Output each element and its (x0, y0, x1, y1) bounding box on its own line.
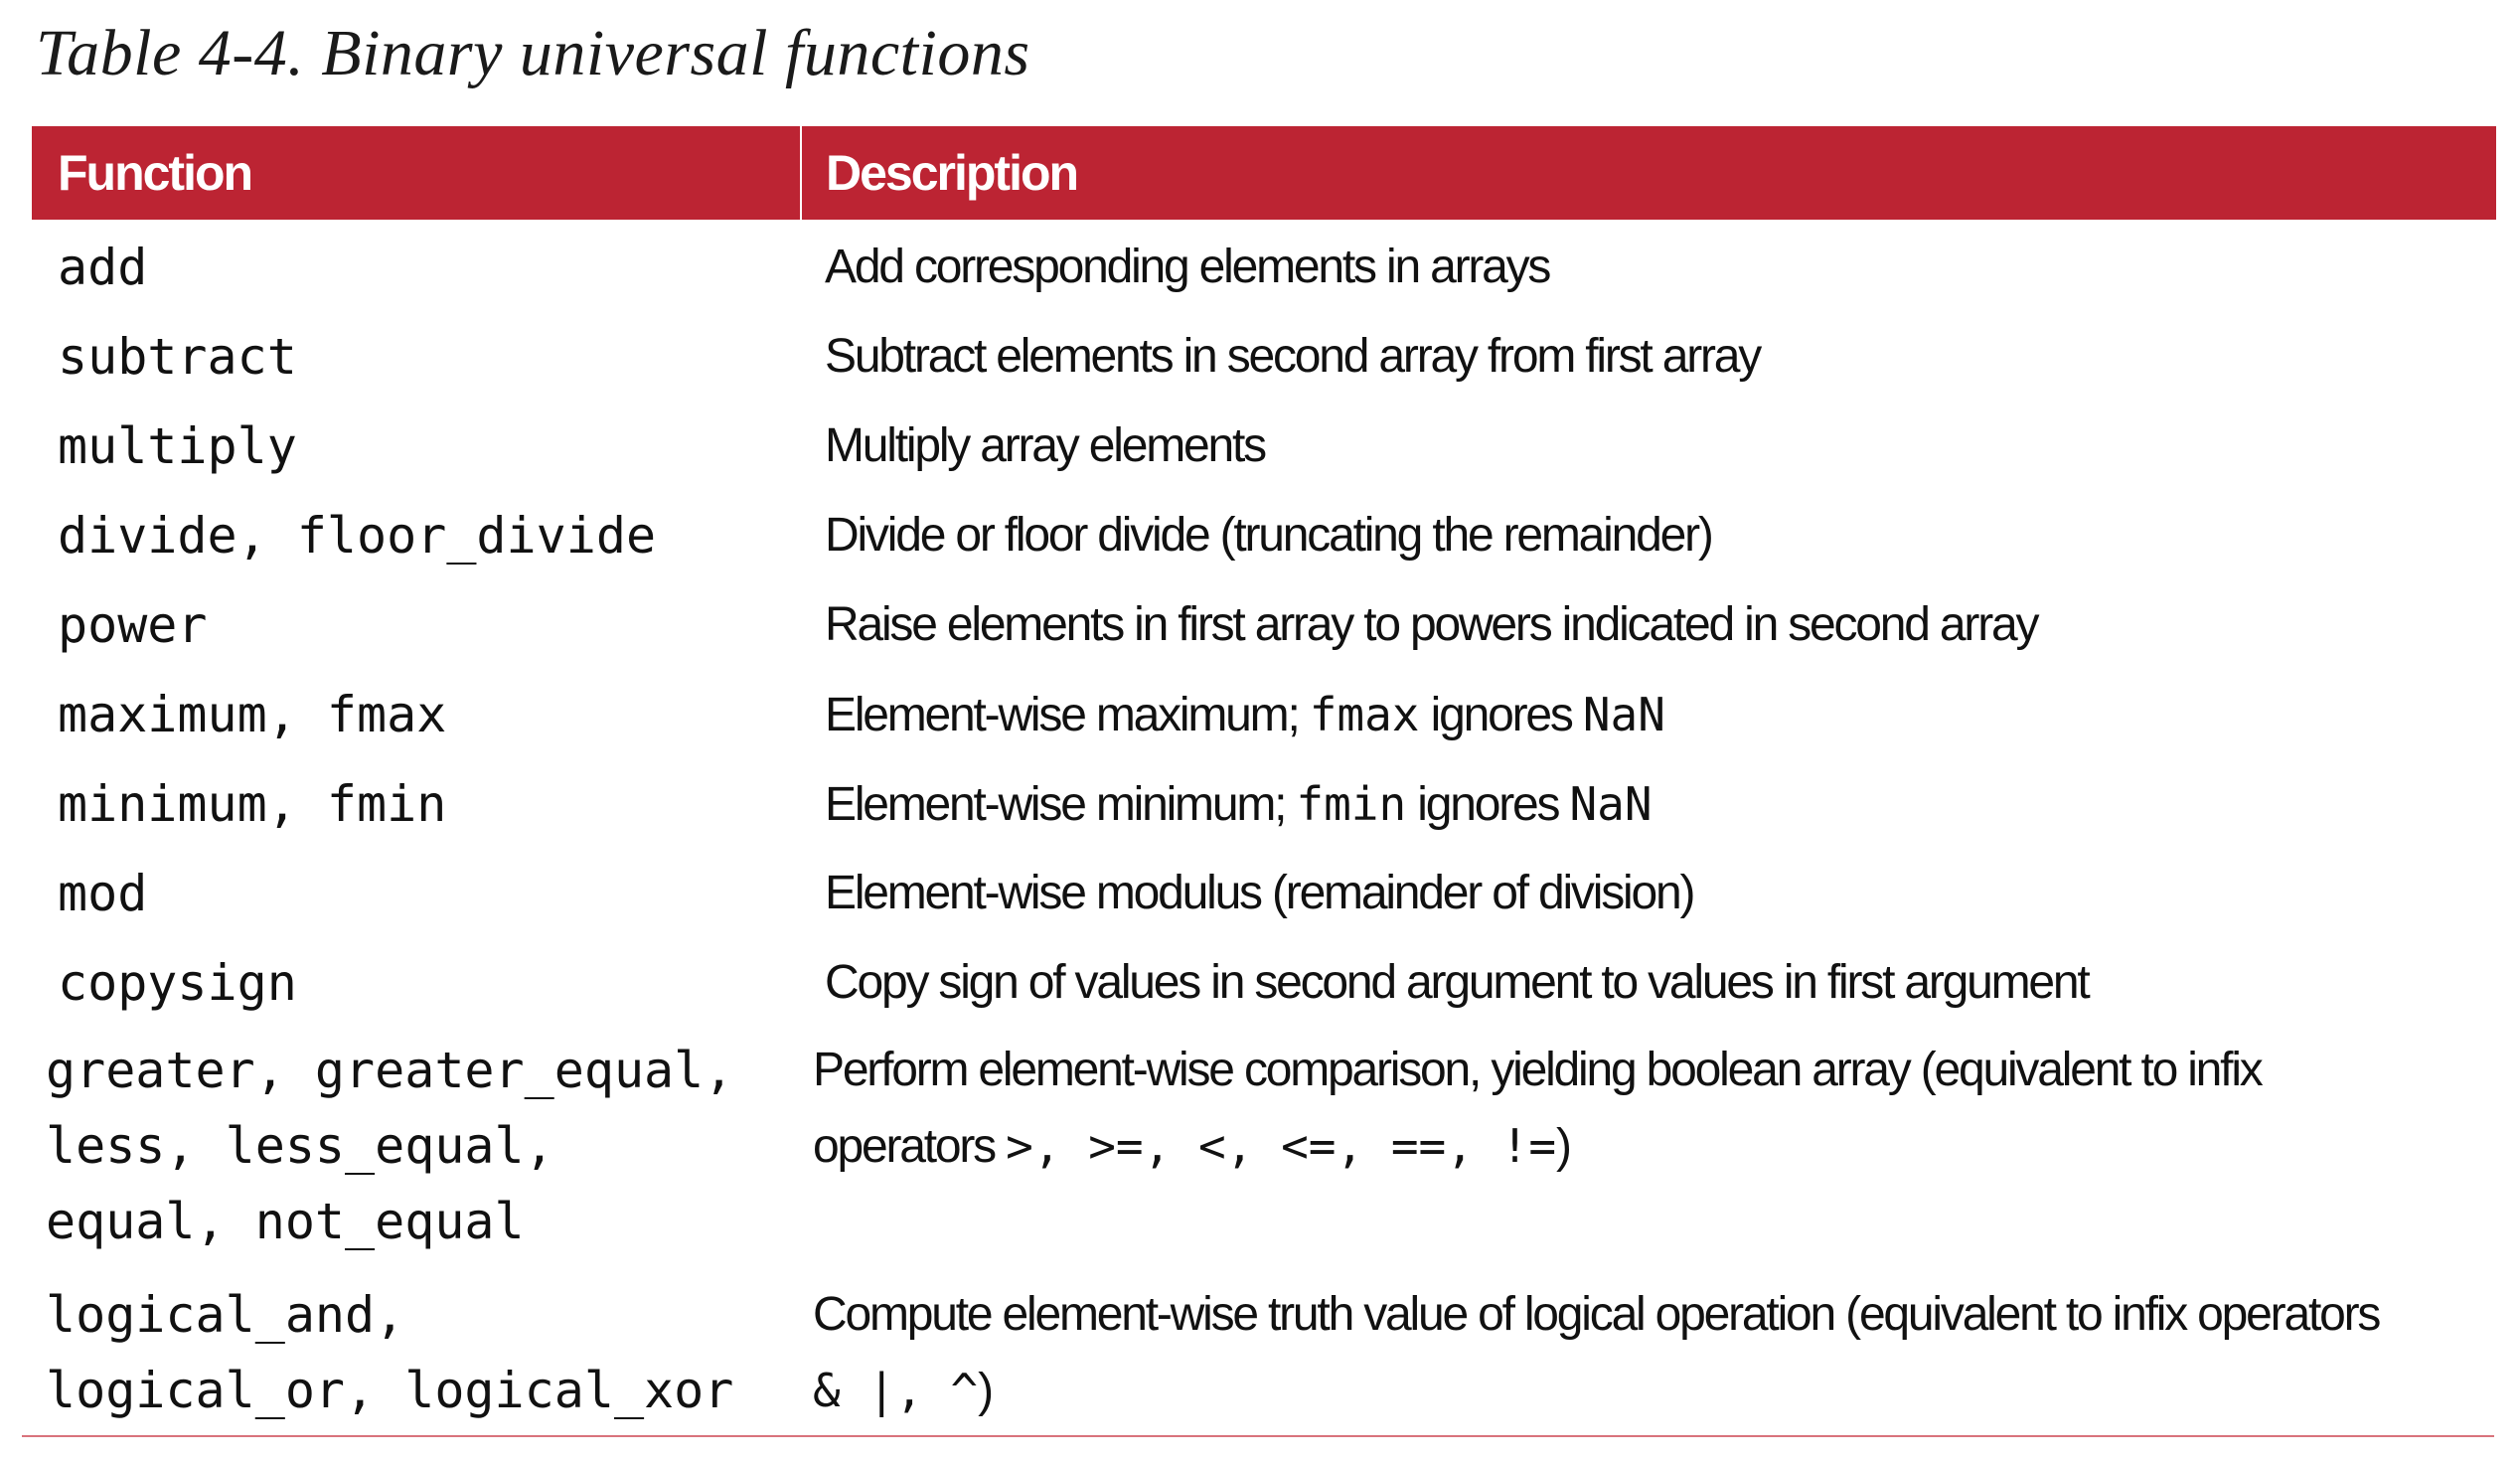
binary-ufuncs-table: Function Description add Add correspondi… (32, 126, 2496, 1439)
table-row: power Raise elements in first array to p… (32, 577, 2496, 667)
description-cell: Compute element-wise truth value of logi… (801, 1269, 2496, 1439)
description-cell: Divide or floor divide (truncating the r… (825, 509, 1714, 562)
description-text: Element-wise minimum; (825, 778, 1297, 831)
description-cell: Copy sign of values in second argument t… (825, 956, 2091, 1009)
header-row: Function Description (32, 126, 2496, 220)
description-line: Perform element-wise comparison, yieldin… (813, 1044, 2264, 1096)
inline-code: >, >=, <, <=, ==, != (1006, 1119, 1557, 1173)
function-cell: minimum, fmin (58, 775, 447, 833)
function-line: less, less_equal, (46, 1117, 554, 1175)
description-text: ) (1556, 1120, 1572, 1173)
table-bottom-rule (22, 1435, 2494, 1437)
function-cell: greater, greater_equal, less, less_equal,… (32, 1025, 801, 1269)
table-row: copysign Copy sign of values in second a… (32, 935, 2496, 1025)
description-cell: Element-wise minimum; fmin ignores NaN (801, 756, 2496, 846)
function-cell: add (58, 239, 148, 296)
description-cell: Add corresponding elements in arrays (825, 241, 1551, 293)
inline-code: NaN (1569, 777, 1653, 831)
table-row: multiply Multiply array elements (32, 399, 2496, 488)
description-cell: Subtract elements in second array from f… (825, 330, 1762, 383)
function-cell: power (58, 596, 208, 654)
table-row: subtract Subtract elements in second arr… (32, 309, 2496, 399)
table-body: add Add corresponding elements in arrays… (32, 220, 2496, 1439)
table-row: logical_and, logical_or, logical_xor Comp… (32, 1269, 2496, 1439)
description-cell: Element-wise maximum; fmax ignores NaN (801, 667, 2496, 756)
function-cell: logical_and, logical_or, logical_xor (32, 1269, 801, 1439)
table-caption: Table 4-4. Binary universal functions (36, 17, 1030, 89)
function-cell: subtract (58, 328, 297, 386)
inline-code: fmin (1296, 777, 1407, 831)
function-line: logical_and, (46, 1286, 405, 1344)
table-header: Function Description (32, 126, 2496, 220)
description-line: operators >, >=, <, <=, ==, !=) (813, 1108, 2496, 1185)
function-line: equal, not_equal (46, 1193, 525, 1250)
description-text: ignores (1419, 689, 1583, 741)
description-text: Element-wise maximum; (825, 689, 1310, 741)
description-cell: Multiply array elements (825, 419, 1267, 472)
function-cell: copysign (58, 954, 297, 1012)
table-row: greater, greater_equal, less, less_equal,… (32, 1025, 2496, 1269)
table-row: add Add corresponding elements in arrays (32, 220, 2496, 309)
table-row: divide, floor_divide Divide or floor div… (32, 488, 2496, 577)
column-header-function: Function (58, 145, 253, 201)
function-cell: mod (58, 865, 148, 922)
description-cell: Perform element-wise comparison, yieldin… (801, 1025, 2496, 1269)
description-text: operators (813, 1120, 1007, 1173)
description-line: Compute element-wise truth value of logi… (813, 1288, 2381, 1341)
function-cell: multiply (58, 417, 297, 475)
table-row: maximum, fmax Element-wise maximum; fmax… (32, 667, 2496, 756)
inline-code: NaN (1582, 688, 1665, 741)
column-header-description: Description (800, 126, 2496, 220)
table-row: mod Element-wise modulus (remainder of d… (32, 846, 2496, 935)
inline-code: fmax (1309, 688, 1420, 741)
function-line: logical_or, logical_xor (46, 1362, 734, 1419)
function-cell: maximum, fmax (58, 686, 447, 743)
inline-code: & |, ^ (813, 1364, 979, 1417)
description-text: ignores (1406, 778, 1570, 831)
function-line: greater, greater_equal, (46, 1042, 734, 1099)
function-cell: divide, floor_divide (58, 507, 657, 565)
description-text: ) (978, 1365, 994, 1417)
binary-ufuncs-table-container: Function Description add Add correspondi… (32, 126, 2496, 1439)
description-cell: Raise elements in first array to powers … (825, 598, 2039, 651)
table-row: minimum, fmin Element-wise minimum; fmin… (32, 756, 2496, 846)
description-line: & |, ^) (813, 1353, 2496, 1429)
description-cell: Element-wise modulus (remainder of divis… (825, 867, 1695, 919)
